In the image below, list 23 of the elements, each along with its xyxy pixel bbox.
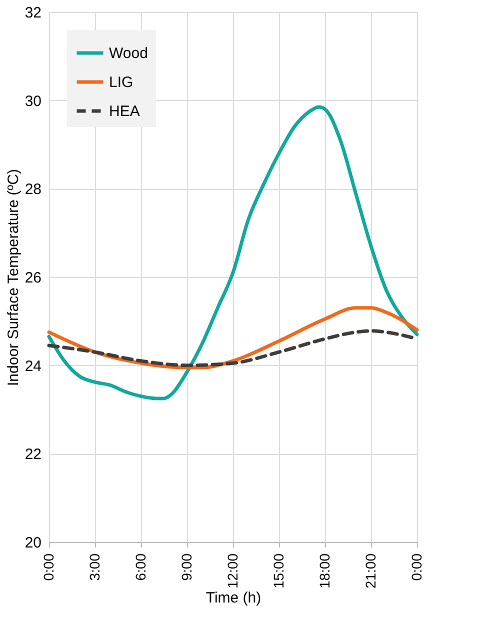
y-tick-label: 32 <box>24 4 42 22</box>
x-tick-label: 21:00 <box>362 553 378 589</box>
y-tick-label: 30 <box>24 92 42 110</box>
legend-label: HEA <box>109 103 140 120</box>
x-tick-label: 0:00 <box>40 553 56 581</box>
x-tick-label: 6:00 <box>132 553 148 581</box>
x-axis-title: Time (h) <box>206 590 262 607</box>
y-axis-title: Indoor Surface Temperature (ºC) <box>4 169 22 386</box>
x-tick-label: 9:00 <box>178 553 194 581</box>
legend-label: Wood <box>109 45 148 62</box>
y-tick-label: 20 <box>24 534 42 552</box>
line-series <box>47 105 419 400</box>
x-tick-label: 18:00 <box>316 553 332 589</box>
y-tick-label: 24 <box>24 358 42 375</box>
y-tick-label: 28 <box>24 181 42 198</box>
x-tick-label: 3:00 <box>86 553 102 581</box>
x-tick-label: 12:00 <box>224 553 240 589</box>
y-tick-label: 26 <box>24 270 42 286</box>
x-tick-label: 15:00 <box>270 553 286 589</box>
line-series <box>47 306 419 370</box>
y-tick-label: 22 <box>24 446 42 464</box>
x-tick-label: 0:00 <box>408 553 424 581</box>
legend-label: LIG <box>109 74 134 91</box>
